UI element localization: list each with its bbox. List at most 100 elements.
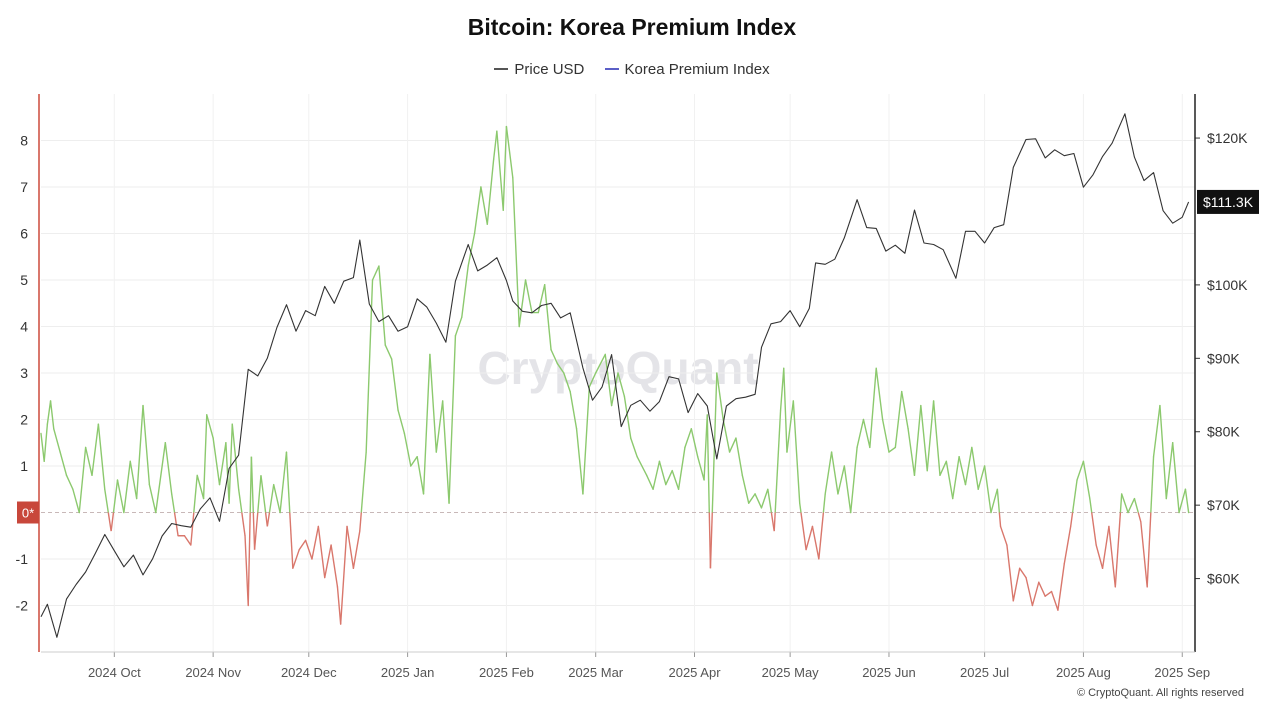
premium-segment [273, 483, 281, 514]
premium-segment [298, 539, 307, 551]
premium-segment [1089, 498, 1093, 513]
premium-segment [556, 363, 565, 374]
premium-segment [774, 410, 782, 513]
premium-segment [473, 186, 482, 235]
premium-segment [378, 265, 386, 346]
premium-segment [142, 404, 151, 486]
legend-item-price[interactable]: Price USD [494, 61, 584, 78]
premium-segment [830, 451, 839, 495]
premium-segment [1152, 404, 1161, 458]
premium-segment [390, 358, 399, 411]
premium-segment [837, 465, 846, 495]
legend-label-price: Price USD [514, 60, 585, 78]
premium-segment [617, 372, 626, 397]
premium-segment [1076, 460, 1085, 481]
premium-segment [604, 353, 613, 407]
premium-segment [193, 475, 198, 513]
premium-segment [569, 390, 578, 430]
premium-segment [977, 465, 986, 490]
premium-segment [78, 446, 87, 514]
y-right-tick-label: $60K [1207, 571, 1240, 587]
premium-segment [1069, 512, 1074, 527]
premium-segment [422, 353, 431, 495]
premium-segment [939, 460, 948, 476]
premium-segment [1038, 581, 1046, 597]
premium-segment [403, 432, 412, 467]
premium-segment [636, 456, 648, 476]
premium-segment [1095, 544, 1104, 569]
premium-segment [84, 446, 93, 476]
premium-segment [454, 316, 463, 337]
premium-segment [623, 395, 632, 439]
y-right-tick-label: $100K [1207, 277, 1248, 293]
premium-segment [537, 283, 546, 314]
premium-segment [696, 456, 705, 481]
y-left-tick-label: 8 [20, 133, 28, 149]
legend-swatch-price [494, 68, 509, 70]
premium-segment [317, 525, 326, 579]
premium-segment [881, 418, 890, 453]
x-tick-label: 2025 Feb [479, 665, 534, 680]
premium-segment [1119, 493, 1123, 513]
premium-segment [1031, 581, 1040, 607]
premium-segment [512, 176, 520, 328]
premium-segment [875, 367, 884, 421]
premium-segment [543, 283, 552, 351]
chart-title: Bitcoin: Korea Premium Index [467, 14, 797, 40]
premium-segment [998, 512, 1002, 527]
premium-segment [116, 479, 125, 514]
premium-segment [360, 451, 367, 513]
premium-segment [952, 456, 960, 500]
copyright-footer: © CryptoQuant. All rights reserved [1076, 687, 1244, 699]
premium-segment [901, 390, 909, 430]
x-tick-label: 2025 Jan [381, 665, 435, 680]
series-layer [40, 113, 1190, 638]
premium-segment [888, 446, 897, 453]
premium-segment [266, 512, 271, 527]
premium-segment [792, 400, 801, 504]
premium-segment [1108, 525, 1117, 588]
premium-segment [913, 404, 922, 476]
premium-segment [709, 512, 713, 569]
premium-segment [818, 512, 825, 560]
premium-segment [40, 432, 45, 463]
legend-item-premium[interactable]: Korea Premium Index [604, 60, 770, 78]
premium-segment [257, 475, 262, 513]
premium-segment [247, 512, 251, 606]
axes [38, 94, 1200, 657]
premium-segment [1127, 497, 1136, 514]
premium-segment [1082, 460, 1091, 500]
premium-segment [703, 414, 708, 481]
premium-segment [148, 483, 157, 514]
y-right-tick-label: $90K [1207, 350, 1240, 366]
premium-segment [304, 539, 313, 560]
premium-segment [206, 414, 214, 439]
premium-segment [244, 535, 249, 607]
premium-segment [252, 512, 256, 550]
premium-segment [748, 493, 756, 504]
premium-segment [1133, 498, 1139, 513]
premium-segment [958, 456, 967, 486]
premium-segment [1057, 562, 1065, 611]
y-left-tick-label: 2 [20, 412, 28, 428]
premium-segment [799, 503, 802, 513]
premium-segment [228, 423, 233, 504]
current-price-label: $111.3K [1203, 194, 1254, 210]
premium-segment [1101, 525, 1110, 569]
premium-segment [850, 446, 858, 514]
premium-segment [183, 535, 192, 546]
premium-segment [652, 460, 661, 490]
premium-segment [760, 488, 769, 509]
premium-segment [53, 428, 61, 453]
premium-segment [346, 525, 355, 569]
premium-segment [289, 512, 294, 569]
y-left-tick-label: -2 [16, 598, 29, 614]
premium-segment [435, 400, 444, 453]
premium-segment [1178, 488, 1187, 514]
premium-segment [97, 423, 106, 490]
premium-segment [1071, 479, 1078, 513]
legend-label-premium: Korea Premium Index [624, 60, 770, 78]
premium-segment [496, 130, 504, 211]
premium-segment [339, 525, 348, 625]
premium-segment [1091, 512, 1097, 546]
